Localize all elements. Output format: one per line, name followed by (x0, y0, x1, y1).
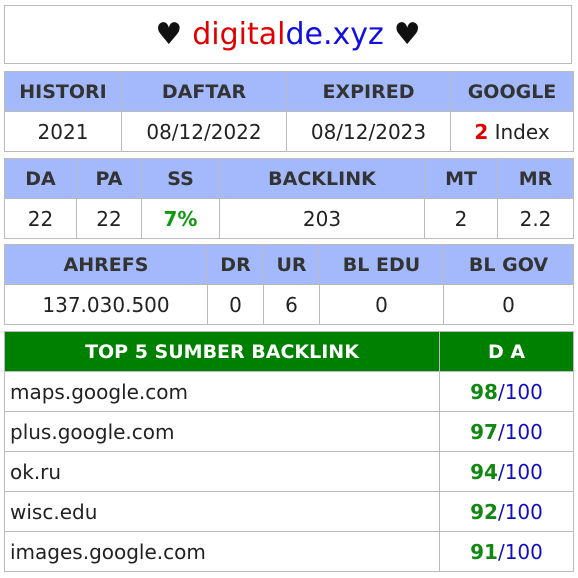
header-google: GOOGLE (450, 71, 574, 112)
table-row: wisc.edu 92/100 (4, 491, 574, 532)
value-da: 22 (4, 198, 77, 239)
value-dr: 0 (207, 284, 264, 325)
da-max: 100 (504, 539, 543, 564)
heart-icon: ♥ (393, 17, 421, 52)
da-score: 91 (470, 539, 498, 564)
da-score: 94 (470, 459, 498, 484)
source-da: 91/100 (439, 531, 574, 572)
title-part-digital: digital (192, 17, 286, 52)
value-google: 2 Index (450, 111, 574, 152)
google-index-label: Index (494, 119, 550, 144)
source-domain: plus.google.com (4, 411, 440, 452)
value-ss: 7% (141, 198, 220, 239)
source-da: 98/100 (439, 371, 574, 412)
value-bl-gov: 0 (443, 284, 574, 325)
source-da: 92/100 (439, 491, 574, 532)
top-backlink-sources-table: TOP 5 SUMBER BACKLINK D A maps.google.co… (4, 331, 574, 572)
header-ss: SS (141, 158, 220, 199)
value-bl-edu: 0 (319, 284, 444, 325)
site-title: ♥ digital de.xyz ♥ (4, 5, 572, 64)
table-row: images.google.com 91/100 (4, 531, 574, 572)
value-histori: 2021 (4, 111, 122, 152)
value-mr: 2.2 (497, 198, 574, 239)
header-top-da: D A (439, 331, 574, 372)
header-ahrefs: AHREFS (4, 244, 208, 285)
header-expired: EXPIRED (286, 71, 451, 112)
source-da: 97/100 (439, 411, 574, 452)
value-ur: 6 (263, 284, 320, 325)
da-max: 100 (504, 419, 543, 444)
table-row: ok.ru 94/100 (4, 451, 574, 492)
value-pa: 22 (76, 198, 142, 239)
header-bl-gov: BL GOV (443, 244, 574, 285)
value-mt: 2 (424, 198, 498, 239)
source-domain: images.google.com (4, 531, 440, 572)
header-da: DA (4, 158, 77, 199)
source-domain: ok.ru (4, 451, 440, 492)
header-bl-edu: BL EDU (319, 244, 444, 285)
value-daftar: 08/12/2022 (121, 111, 287, 152)
heart-icon: ♥ (155, 17, 183, 52)
ahrefs-table: AHREFS DR UR BL EDU BL GOV 137.030.500 0… (4, 244, 574, 325)
header-mt: MT (424, 158, 498, 199)
header-backlink: BACKLINK (219, 158, 425, 199)
header-daftar: DAFTAR (121, 71, 287, 112)
header-ur: UR (263, 244, 320, 285)
header-top-sources: TOP 5 SUMBER BACKLINK (4, 331, 440, 372)
header-histori: HISTORI (4, 71, 122, 112)
da-max: 100 (504, 499, 543, 524)
da-max: 100 (504, 379, 543, 404)
da-score: 97 (470, 419, 498, 444)
table-row: plus.google.com 97/100 (4, 411, 574, 452)
da-max: 100 (504, 459, 543, 484)
source-da: 94/100 (439, 451, 574, 492)
da-score: 98 (470, 379, 498, 404)
google-index-count: 2 (474, 119, 489, 144)
source-domain: maps.google.com (4, 371, 440, 412)
title-part-domain: de.xyz (285, 17, 384, 52)
metrics-table: DA PA SS BACKLINK MT MR 22 22 7% 203 2 2… (4, 158, 574, 239)
value-expired: 08/12/2023 (286, 111, 451, 152)
value-backlink: 203 (219, 198, 425, 239)
da-score: 92 (470, 499, 498, 524)
table-row: maps.google.com 98/100 (4, 371, 574, 412)
header-mr: MR (497, 158, 574, 199)
value-ahrefs: 137.030.500 (4, 284, 208, 325)
header-pa: PA (76, 158, 142, 199)
source-domain: wisc.edu (4, 491, 440, 532)
header-dr: DR (207, 244, 264, 285)
domain-info-table: HISTORI DAFTAR EXPIRED GOOGLE 2021 08/12… (4, 71, 574, 152)
